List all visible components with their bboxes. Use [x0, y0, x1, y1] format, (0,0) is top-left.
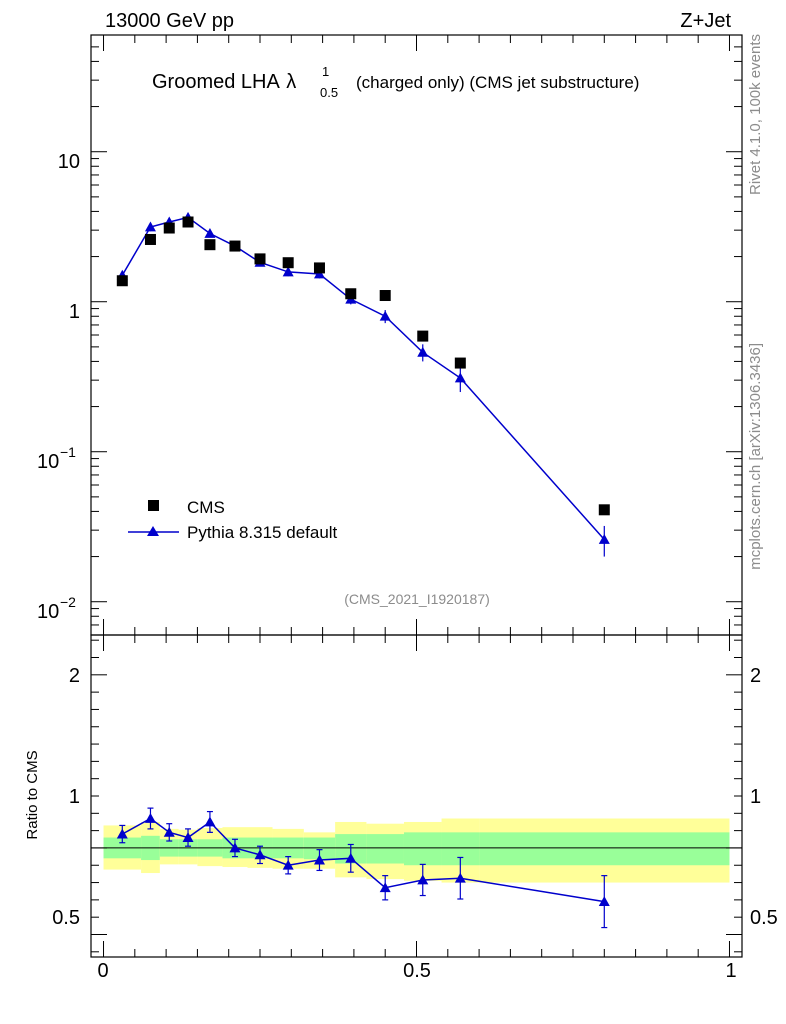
ratio-mc-point — [204, 816, 216, 827]
title-suffix: (charged only) (CMS jet substructure) — [356, 73, 639, 92]
main-data-point — [182, 216, 194, 228]
ratio-ylabel: Ratio to CMS — [24, 750, 41, 839]
ratio-mc-point — [254, 849, 266, 860]
main-data-point — [379, 290, 391, 302]
main-mc-line — [121, 216, 605, 540]
ratio-plot-frame — [90, 634, 743, 958]
legend-marker-pythia — [147, 526, 159, 536]
ratio-mc-point — [116, 828, 128, 839]
main-data-point — [163, 222, 175, 234]
main-data-point — [417, 330, 429, 342]
legend-label-pythia: Pythia 8.315 default — [187, 523, 338, 542]
ratio-ytick-label-right-0.5: 0.5 — [750, 907, 778, 929]
ratio-mc-point — [163, 826, 175, 837]
title-main: Groomed LHA — [152, 71, 280, 93]
title-symbol: λ — [286, 71, 296, 93]
svg-text:Groomed LHA λ: Groomed LHA λ — [152, 71, 296, 93]
analysis-id: (CMS_2021_I1920187) — [344, 591, 490, 607]
ratio-mc-series — [116, 807, 610, 929]
xtick-label-1: 1 — [725, 960, 736, 982]
legend-label-cms: CMS — [187, 498, 225, 517]
title-superscript: 1 — [322, 64, 329, 79]
legend-marker-cms — [148, 500, 159, 511]
main-data-point — [229, 240, 241, 252]
ratio-band-inner — [366, 834, 404, 864]
process-label: Z+Jet — [680, 10, 731, 32]
energy-label: 13000 GeV pp — [105, 10, 234, 32]
main-mc-point — [454, 372, 466, 383]
ratio-ytick-label-right-1: 1 — [750, 786, 761, 808]
mcplots-label: mcplots.cern.ch [arXiv:1306.3436] — [747, 343, 764, 570]
main-ytick-label-1: 1 — [69, 301, 80, 323]
main-data-point — [345, 288, 357, 300]
main-mc-point — [282, 266, 294, 277]
legend: CMS Pythia 8.315 default — [128, 498, 338, 542]
main-data-point — [204, 239, 216, 251]
main-data-point — [116, 275, 128, 287]
main-data-point — [254, 253, 266, 265]
main-ytick-label-0.01: 10 −2 — [37, 594, 76, 623]
ratio-axis-ticks — [91, 635, 742, 957]
main-data-point — [313, 262, 325, 274]
main-mc-point — [598, 533, 610, 544]
ratio-ytick-label-right-2: 2 — [750, 665, 761, 687]
svg-text:−2: −2 — [60, 594, 76, 610]
svg-text:10: 10 — [37, 451, 59, 473]
main-data-point — [454, 357, 466, 369]
ratio-ytick-label-2: 2 — [69, 665, 80, 687]
main-ytick-label-10: 10 — [58, 151, 80, 173]
main-title: Groomed LHA λ 1 0.5 (charged only) (CMS … — [152, 64, 639, 100]
ratio-band-inner — [403, 832, 442, 866]
ratio-mc-point — [182, 832, 194, 842]
ratio-mc-point — [282, 859, 294, 870]
svg-text:10: 10 — [37, 601, 59, 623]
ratio-band-inner — [479, 832, 730, 866]
ratio-mc-point — [144, 813, 156, 823]
ratio-mc-point — [417, 874, 429, 885]
ratio-ytick-label-1: 1 — [69, 786, 80, 808]
main-data-point — [598, 504, 610, 516]
main-data-point — [282, 257, 294, 269]
xtick-label-0.5: 0.5 — [403, 960, 431, 982]
title-subscript: 0.5 — [320, 85, 338, 100]
main-mc-point — [379, 310, 391, 321]
main-axis-ticks — [91, 34, 742, 636]
ratio-mc-point — [379, 882, 391, 893]
main-data-series — [116, 216, 610, 516]
rivet-label: Rivet 4.1.0, 100k events — [747, 34, 764, 195]
ratio-mc-point — [229, 842, 241, 853]
ratio-uncertainty-bands — [103, 818, 730, 883]
main-mc-point — [313, 268, 325, 279]
main-mc-point — [204, 227, 216, 238]
main-data-point — [144, 233, 156, 245]
ratio-mc-point — [454, 872, 466, 883]
main-ytick-label-0.1: 10 −1 — [37, 444, 76, 473]
xtick-label-0: 0 — [97, 960, 108, 982]
main-plot-frame — [90, 34, 743, 636]
svg-text:−1: −1 — [60, 444, 76, 460]
ratio-mc-point — [598, 896, 610, 907]
main-mc-point — [417, 346, 429, 357]
main-mc-point — [144, 221, 156, 232]
ratio-ytick-label-0.5: 0.5 — [52, 907, 80, 929]
ratio-mc-point — [345, 852, 357, 863]
ratio-mc-point — [313, 854, 325, 865]
